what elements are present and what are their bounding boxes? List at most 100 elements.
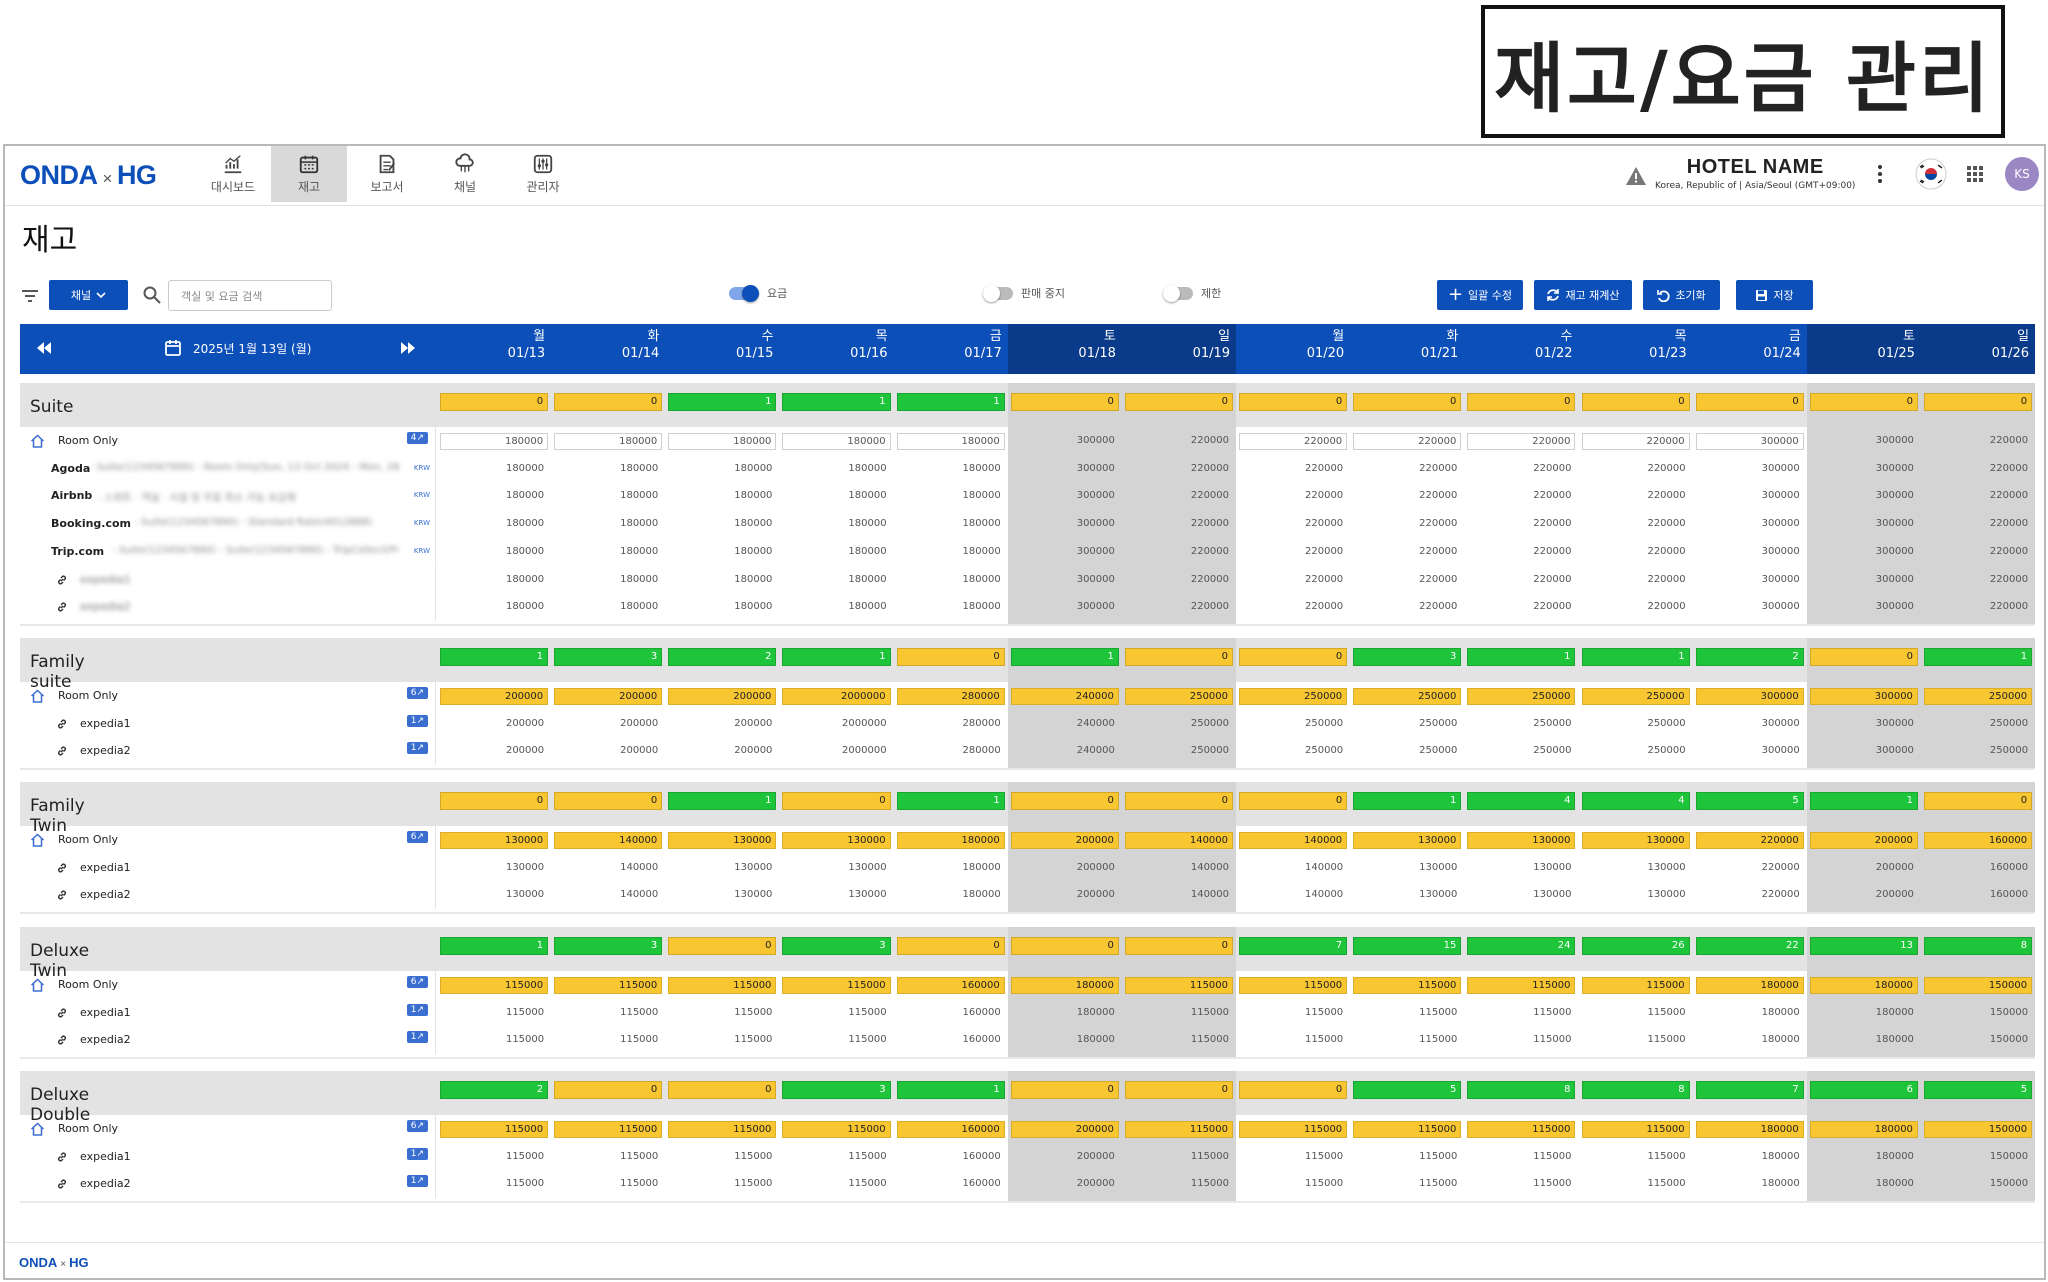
rate-input-cell[interactable]: 115000 xyxy=(1239,1121,1348,1138)
rate-input-cell[interactable]: 220000 xyxy=(1695,832,1804,849)
rate-input-cell[interactable]: 140000 xyxy=(1239,832,1348,849)
inventory-cell[interactable]: 0 xyxy=(1124,792,1234,810)
rate-row-label-plan[interactable]: Room Only 6↗ xyxy=(20,826,434,854)
inventory-cell[interactable]: 1 xyxy=(1467,648,1576,666)
rate-input-cell[interactable]: 130000 xyxy=(668,832,777,849)
rate-input-cell[interactable]: 115000 xyxy=(1353,977,1462,994)
rate-input-cell[interactable]: 115000 xyxy=(1467,1121,1576,1138)
inventory-cell[interactable]: 5 xyxy=(1353,1081,1462,1099)
rate-input-cell[interactable]: 115000 xyxy=(1467,977,1576,994)
inventory-cell[interactable]: 0 xyxy=(668,1081,777,1099)
room-name[interactable]: Family Twin xyxy=(30,796,85,836)
restriction-switch[interactable] xyxy=(1163,284,1193,302)
inventory-cell[interactable]: 0 xyxy=(1581,393,1690,411)
rate-row-label-link[interactable]: expedia2 xyxy=(20,881,434,909)
warning-icon[interactable] xyxy=(1625,166,1647,186)
rate-input-cell[interactable]: 115000 xyxy=(782,1121,891,1138)
inventory-cell[interactable]: 0 xyxy=(896,937,1005,955)
app-logo[interactable]: ONDA × HG xyxy=(20,160,157,191)
rate-input-cell[interactable]: 300000 xyxy=(1875,435,1914,446)
inventory-cell[interactable]: 2 xyxy=(1695,648,1804,666)
inventory-cell[interactable]: 24 xyxy=(1467,937,1576,955)
room-name[interactable]: Deluxe Double xyxy=(30,1085,91,1125)
rate-input-cell[interactable]: 180000 xyxy=(896,832,1005,849)
korea-flag-icon[interactable] xyxy=(1915,158,1947,190)
rate-input-cell[interactable]: 220000 xyxy=(1239,433,1348,450)
nav-admin[interactable]: 관리자 xyxy=(505,146,581,202)
inventory-cell[interactable]: 0 xyxy=(440,393,549,411)
rate-input-cell[interactable]: 250000 xyxy=(1124,688,1234,705)
inventory-cell[interactable]: 0 xyxy=(782,792,891,810)
inventory-cell[interactable]: 1 xyxy=(782,648,891,666)
rate-input-cell[interactable]: 180000 xyxy=(1809,1121,1918,1138)
inventory-cell[interactable]: 0 xyxy=(554,1081,663,1099)
rate-input-cell[interactable]: 115000 xyxy=(668,1121,777,1138)
inventory-cell[interactable]: 2 xyxy=(668,648,777,666)
rate-input-cell[interactable]: 200000 xyxy=(554,688,663,705)
day-header-01-13[interactable]: 월 01/13 xyxy=(437,324,551,374)
recalculate-button[interactable]: 재고 재계산 xyxy=(1534,280,1632,310)
rate-row-label-link[interactable]: expedia2 1↗ xyxy=(20,1170,434,1198)
inventory-cell[interactable]: 0 xyxy=(896,648,1005,666)
rate-row-label-link[interactable]: expedia1 1↗ xyxy=(20,999,434,1027)
rate-input-cell[interactable]: 180000 xyxy=(440,433,549,450)
day-header-01-25[interactable]: 토 01/25 xyxy=(1806,324,1921,374)
inventory-cell[interactable]: 3 xyxy=(782,937,891,955)
inventory-cell[interactable]: 3 xyxy=(554,937,663,955)
rate-input-cell[interactable]: 300000 xyxy=(1076,435,1115,446)
rate-input-cell[interactable]: 115000 xyxy=(440,977,549,994)
rate-row-label-link[interactable]: expedia1 xyxy=(20,566,434,594)
rate-input-cell[interactable]: 200000 xyxy=(1809,832,1918,849)
rate-input-cell[interactable]: 220000 xyxy=(1581,433,1690,450)
inventory-cell[interactable]: 1 xyxy=(668,792,777,810)
rate-row-label-plan[interactable]: Room Only 4↗ xyxy=(20,427,434,455)
day-header-01-17[interactable]: 금 01/17 xyxy=(894,324,1008,374)
rate-input-cell[interactable]: 115000 xyxy=(1124,977,1234,994)
inventory-cell[interactable]: 1 xyxy=(1010,648,1119,666)
stop-sale-toggle[interactable]: 판매 중지 xyxy=(983,284,1065,302)
rate-input-cell[interactable]: 180000 xyxy=(1695,977,1804,994)
inventory-cell[interactable]: 1 xyxy=(1353,792,1462,810)
nav-inventory[interactable]: 재고 xyxy=(271,146,347,202)
rate-input-cell[interactable]: 150000 xyxy=(1923,977,2033,994)
day-header-01-21[interactable]: 화 01/21 xyxy=(1350,324,1464,374)
prev-week-icon[interactable] xyxy=(36,342,52,354)
rate-row-label-link[interactable]: expedia1 1↗ xyxy=(20,1143,434,1171)
inventory-cell[interactable]: 1 xyxy=(1923,648,2033,666)
inventory-cell[interactable]: 0 xyxy=(1010,393,1119,411)
rate-input-cell[interactable]: 250000 xyxy=(1923,688,2033,705)
inventory-cell[interactable]: 1 xyxy=(896,393,1005,411)
nav-channel[interactable]: 채널 xyxy=(427,146,503,202)
stop-sale-switch[interactable] xyxy=(983,284,1013,302)
inventory-cell[interactable]: 0 xyxy=(1239,648,1348,666)
rate-input-cell[interactable]: 180000 xyxy=(782,433,891,450)
date-picker[interactable]: 2025년 1월 13일 (월) xyxy=(193,342,312,356)
rate-input-cell[interactable]: 250000 xyxy=(1353,688,1462,705)
search-input[interactable]: 객실 및 요금 검색 xyxy=(168,280,332,311)
rate-input-cell[interactable]: 160000 xyxy=(896,1121,1005,1138)
rate-input-cell[interactable]: 200000 xyxy=(1010,1121,1119,1138)
rate-input-cell[interactable]: 130000 xyxy=(782,832,891,849)
rate-row-label-plan[interactable]: Room Only 6↗ xyxy=(20,1115,434,1143)
day-header-01-20[interactable]: 월 01/20 xyxy=(1236,324,1350,374)
day-header-01-24[interactable]: 금 01/24 xyxy=(1693,324,1807,374)
inventory-cell[interactable]: 2 xyxy=(440,1081,549,1099)
inventory-cell[interactable]: 8 xyxy=(1467,1081,1576,1099)
inventory-cell[interactable]: 0 xyxy=(1467,393,1576,411)
inventory-cell[interactable]: 1 xyxy=(1809,792,1918,810)
inventory-cell[interactable]: 0 xyxy=(1010,937,1119,955)
rate-row-label-link[interactable]: expedia2 1↗ xyxy=(20,737,434,765)
inventory-cell[interactable]: 0 xyxy=(1239,1081,1348,1099)
linked-count-badge[interactable]: 1↗ xyxy=(406,742,428,755)
hotel-info[interactable]: HOTEL NAME Korea, Republic of | Asia/Seo… xyxy=(1655,156,1855,191)
linked-count-badge[interactable]: 6↗ xyxy=(406,976,428,988)
rate-input-cell[interactable]: 220000 xyxy=(1989,435,2029,446)
rate-row-label-link[interactable]: expedia2 xyxy=(20,593,434,621)
rate-input-cell[interactable]: 115000 xyxy=(782,977,891,994)
rate-input-cell[interactable]: 200000 xyxy=(668,688,777,705)
rate-input-cell[interactable]: 115000 xyxy=(554,977,663,994)
rate-row-label-channel[interactable]: Booking.com - Suite(1234567890) - Standa… xyxy=(20,510,434,538)
inventory-cell[interactable]: 1 xyxy=(896,792,1005,810)
room-name[interactable]: Deluxe Twin xyxy=(30,941,90,981)
nav-report[interactable]: 보고서 xyxy=(349,146,425,202)
